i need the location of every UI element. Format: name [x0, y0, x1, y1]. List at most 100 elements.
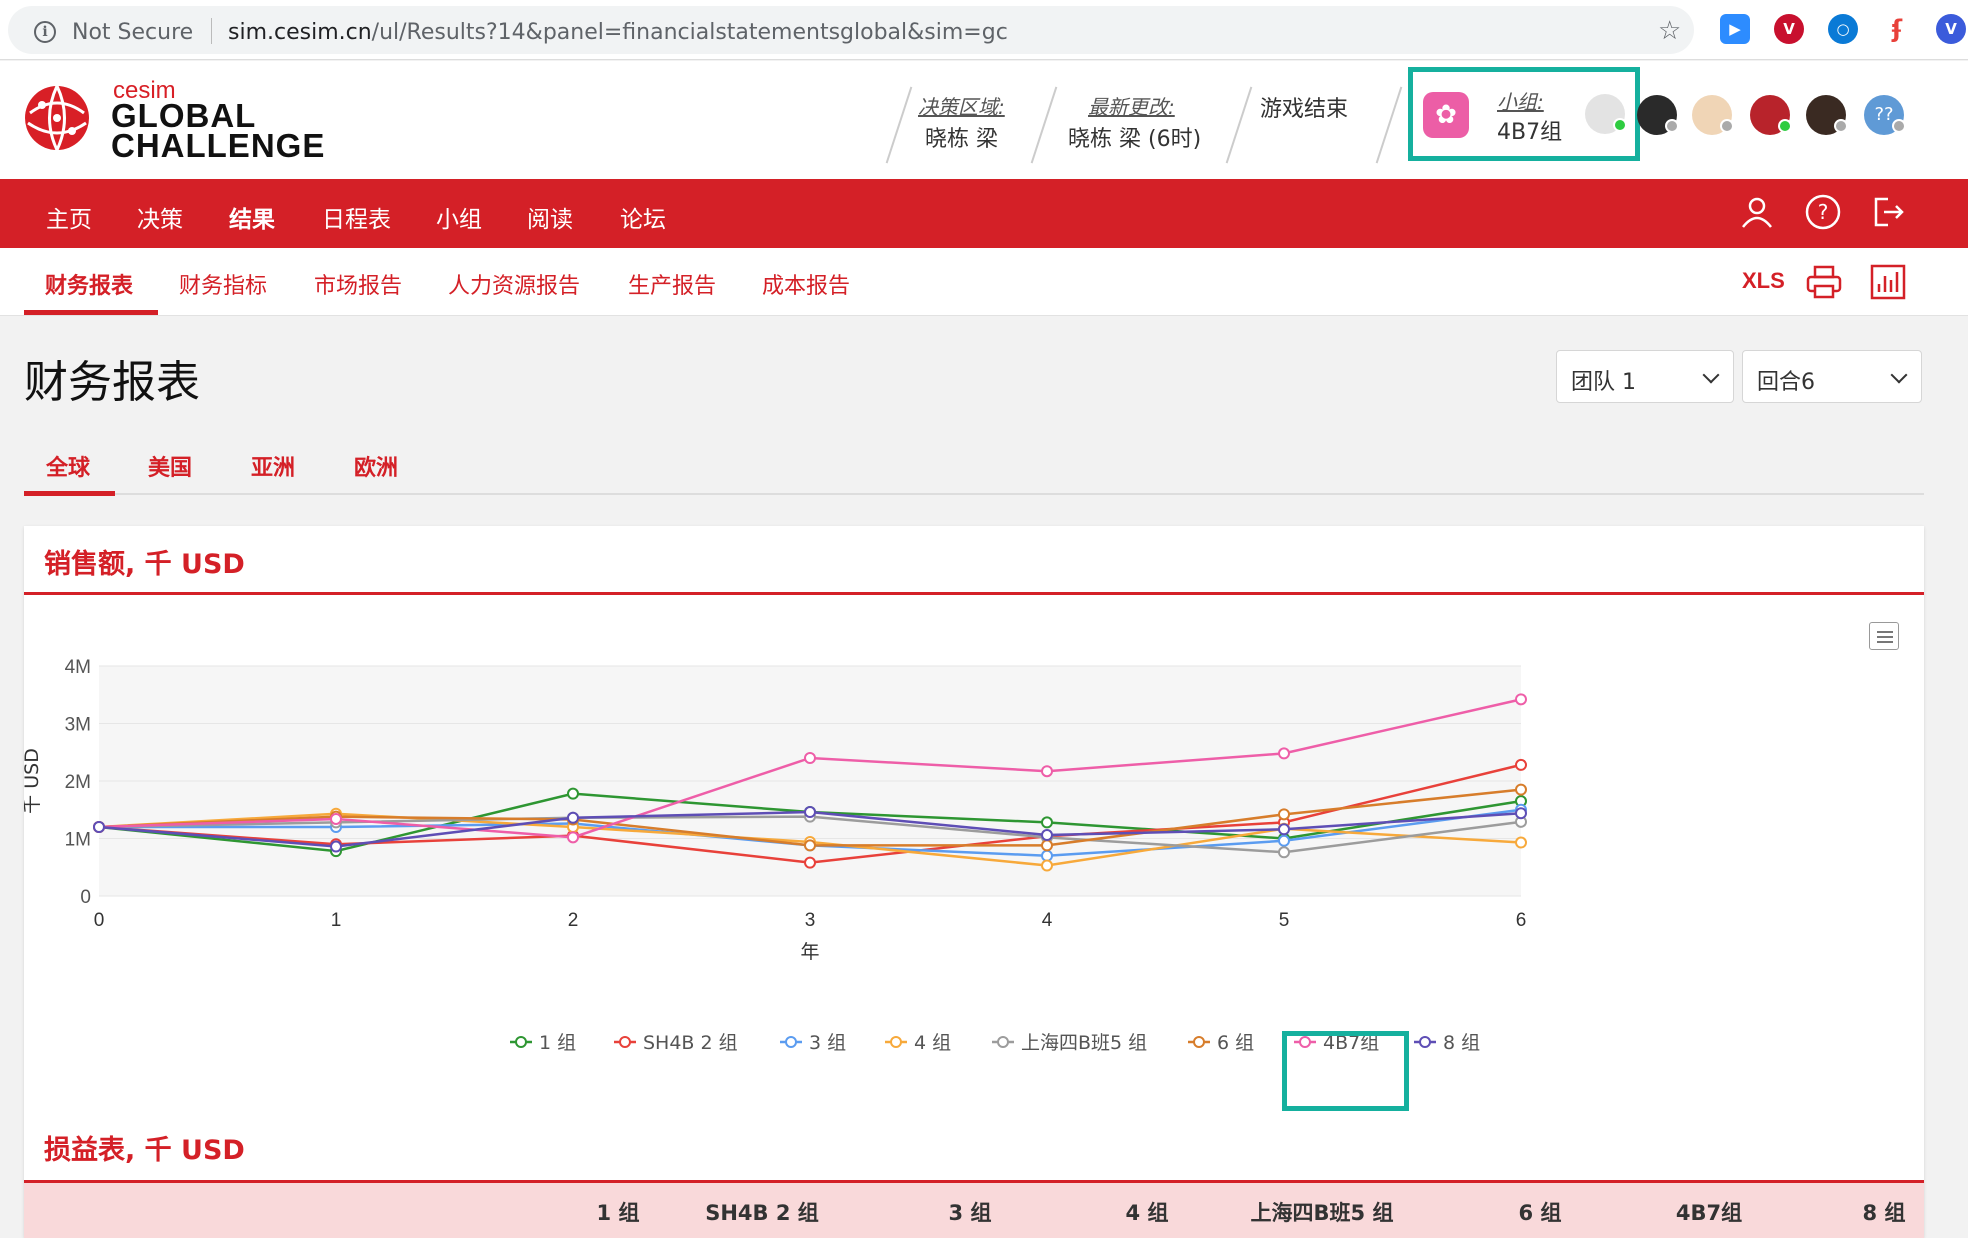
data-point	[1041, 849, 1053, 862]
app-header: cesim GLOBAL CHALLENGE 决策区域: 晓栋 梁 最新更改: …	[0, 61, 1968, 179]
chart-icon[interactable]	[1868, 262, 1908, 302]
nav-reading[interactable]: 阅读	[527, 207, 573, 233]
nav-schedule[interactable]: 日程表	[322, 207, 391, 233]
chart-menu-button[interactable]	[1869, 622, 1899, 650]
tab-market-report[interactable]: 市场报告	[314, 274, 403, 299]
legend-item-label[interactable]: 6 组	[1217, 1032, 1254, 1054]
help-icon[interactable]: ?	[1804, 193, 1842, 231]
table-header-cell[interactable]: 3 组	[948, 1201, 992, 1225]
region-tab-usa[interactable]: 美国	[148, 456, 193, 481]
circle-extension-icon[interactable]: ○	[1828, 14, 1858, 44]
legend-item-label[interactable]: 上海四B班5 组	[1021, 1032, 1147, 1054]
team-highlight-box[interactable]: ✿ 小组: 4B7组	[1408, 67, 1640, 161]
data-point	[567, 831, 579, 844]
legend-highlight-box	[1282, 1031, 1409, 1111]
online-status-dot	[1613, 118, 1627, 132]
team-select-value: 团队 1	[1571, 370, 1636, 395]
header-divider	[1030, 86, 1058, 164]
region-tabs-divider	[24, 493, 1924, 495]
header-divider	[885, 86, 913, 164]
table-header-cell[interactable]: 8 组	[1862, 1201, 1906, 1225]
legend-item-label[interactable]: SH4B 2 组	[643, 1032, 738, 1054]
y-tick-label: 4M	[65, 657, 91, 678]
url-divider	[211, 18, 212, 44]
sub-nav: 财务报表 财务指标 市场报告 人力资源报告 生产报告 成本报告 XLS	[0, 248, 1968, 316]
y-tick-label: 0	[80, 887, 91, 908]
nav-decisions[interactable]: 决策	[137, 207, 183, 233]
region-tab-asia[interactable]: 亚洲	[251, 456, 296, 481]
data-point	[804, 856, 816, 869]
round-select[interactable]: 回合6	[1742, 350, 1922, 403]
data-point	[804, 806, 816, 819]
table-header-cell[interactable]: 1 组	[596, 1201, 640, 1225]
team-badge-icon: ✿	[1423, 92, 1469, 138]
x-tick-label: 0	[94, 910, 105, 931]
team-name: 4B7组	[1497, 120, 1563, 145]
zoom-extension-icon[interactable]: ▶	[1720, 14, 1750, 44]
data-point	[1278, 834, 1290, 847]
nav-forum[interactable]: 论坛	[620, 207, 666, 233]
region-tab-europe[interactable]: 欧洲	[354, 456, 399, 481]
y-axis-title: 千 USD	[24, 748, 43, 814]
data-point	[1041, 859, 1053, 872]
x-tick-label: 3	[805, 910, 816, 931]
v-extension-icon[interactable]: V	[1936, 14, 1966, 44]
table-header-cell[interactable]: 4B7组	[1675, 1201, 1743, 1225]
data-point	[1041, 816, 1053, 829]
vpn-extension-icon[interactable]: V	[1774, 14, 1804, 44]
offline-status-dot	[1720, 119, 1734, 133]
nav-team[interactable]: 小组	[436, 207, 482, 233]
team-select[interactable]: 团队 1	[1556, 350, 1734, 403]
info-icon[interactable]: i	[34, 21, 56, 43]
cesim-globe-logo-icon[interactable]	[22, 83, 92, 153]
offline-status-dot	[1834, 119, 1848, 133]
x-tick-label: 4	[1042, 910, 1053, 931]
legend-item-label[interactable]: 1 组	[539, 1032, 576, 1054]
legend-swatch-marker	[1419, 1036, 1431, 1048]
legend-swatch-marker	[619, 1036, 631, 1048]
address-bar[interactable]: i Not Secure sim.cesim.cn/ul/Results?14&…	[8, 6, 1694, 54]
user-profile-icon[interactable]	[1738, 193, 1776, 231]
y-tick-label: 3M	[65, 715, 91, 736]
legend-item-label[interactable]: 3 组	[809, 1032, 846, 1054]
tab-production-report[interactable]: 生产报告	[628, 274, 717, 299]
tab-cost-report[interactable]: 成本报告	[762, 274, 851, 299]
bookmark-star-icon[interactable]: ☆	[1658, 16, 1682, 46]
nav-home[interactable]: 主页	[46, 207, 92, 233]
x-tick-label: 5	[1279, 910, 1290, 931]
data-point	[93, 821, 105, 833]
tab-hr-report[interactable]: 人力资源报告	[448, 274, 581, 299]
legend-swatch-marker	[890, 1036, 902, 1048]
legend-item-label[interactable]: 4 组	[914, 1032, 951, 1054]
export-xls-button[interactable]: XLS	[1742, 268, 1785, 293]
url-host: sim.cesim.cn	[228, 20, 372, 45]
table-header-cell[interactable]: 4 组	[1125, 1201, 1169, 1225]
page-title: 财务报表	[24, 357, 200, 408]
logout-icon[interactable]	[1868, 193, 1906, 231]
sales-card: 销售额, 千 USD 0 1M 2M 3M 4M 0 1 2 3 4 5 6 年 千 USD 1 组 SH4B…	[24, 526, 1924, 1238]
url-text[interactable]: sim.cesim.cn/ul/Results?14&panel=financi…	[228, 20, 1008, 45]
income-table-header: 1 组 SH4B 2 组 3 组 4 组 上海四B班5 组 6 组 4B7组 8…	[24, 1183, 1924, 1238]
card-title-rule	[24, 592, 1924, 595]
table-header-cell[interactable]: 6 组	[1518, 1201, 1562, 1225]
hook-extension-icon[interactable]: ʄ	[1882, 14, 1912, 44]
online-status-dot	[1778, 119, 1792, 133]
security-indicator[interactable]: Not Secure	[72, 20, 194, 45]
tab-financial-statements[interactable]: 财务报表	[45, 274, 134, 299]
table-header-cell[interactable]: 上海四B班5 组	[1250, 1201, 1394, 1225]
data-point	[1515, 758, 1527, 771]
sales-chart-title: 销售额, 千 USD	[44, 549, 245, 580]
legend-item-label[interactable]: 4B7组	[1323, 1032, 1379, 1054]
print-icon[interactable]	[1804, 262, 1844, 302]
nav-results[interactable]: 结果	[229, 207, 275, 233]
tab-financial-indicators[interactable]: 财务指标	[179, 274, 268, 299]
region-tab-global[interactable]: 全球	[46, 456, 91, 481]
logo-title-line2: CHALLENGE	[111, 127, 326, 164]
unknown-member-avatar[interactable]: ??	[1864, 95, 1904, 135]
svg-text:?: ?	[1818, 200, 1829, 224]
header-divider	[1225, 86, 1253, 164]
round-select-value: 回合6	[1757, 370, 1815, 395]
legend-item-label[interactable]: 8 组	[1443, 1032, 1480, 1054]
legend-swatch-marker	[785, 1036, 797, 1048]
table-header-cell[interactable]: SH4B 2 组	[705, 1201, 819, 1225]
